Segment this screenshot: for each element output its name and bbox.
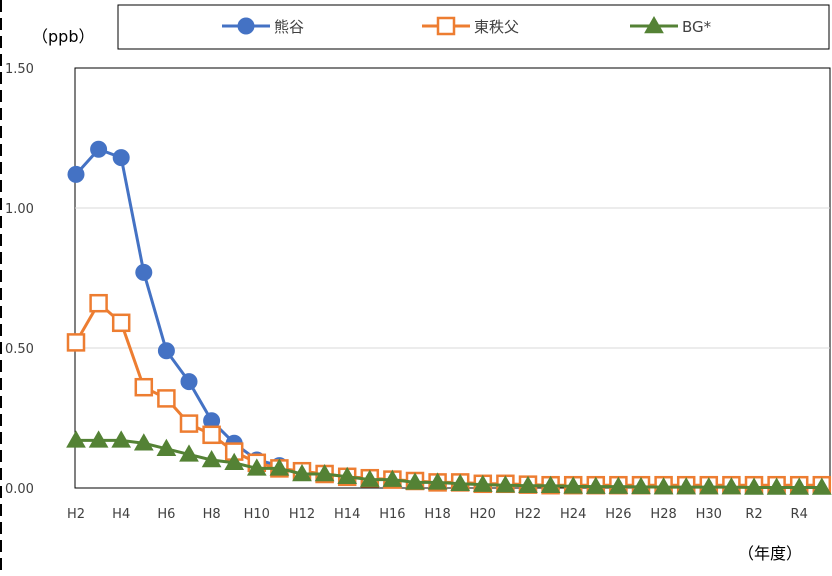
series-line: [76, 438, 822, 489]
data-point: [766, 477, 787, 495]
data-point: [67, 165, 85, 183]
x-tick-label: H2: [67, 507, 85, 522]
data-point: [495, 475, 516, 493]
series-line: [74, 147, 280, 468]
x-unit-label: （年度）: [738, 544, 802, 563]
data-point: [563, 476, 584, 494]
data-point: [585, 476, 606, 494]
data-point: [721, 477, 742, 495]
data-point: [179, 414, 199, 433]
y-tick-label: 1.50: [5, 62, 34, 77]
data-point: [133, 433, 154, 451]
series-layer: [66, 140, 832, 495]
data-point: [157, 389, 176, 408]
x-tick-label: H10: [244, 507, 270, 522]
x-tick-label: H6: [157, 507, 175, 522]
y-axis-ticks: 0.00 0.50 1.00 1.50: [5, 62, 34, 497]
series-1: [66, 293, 832, 495]
x-tick-label: H18: [424, 507, 450, 522]
x-tick-label: H26: [605, 507, 631, 522]
data-point: [676, 477, 697, 495]
data-point: [66, 430, 86, 448]
data-point: [631, 476, 651, 495]
x-axis-ticks: H2 H4 H6 H8 H10 H12 H14 H16 H18 H20 H22 H24 H26 H28 H3…: [67, 507, 808, 522]
data-point: [450, 473, 471, 492]
legend: 熊谷 東秩父 BG*: [222, 15, 712, 36]
data-point: [405, 472, 425, 490]
data-point: [201, 449, 222, 468]
x-tick-label: H30: [696, 507, 722, 522]
y-tick-label: 0.50: [5, 342, 34, 357]
x-tick-label: H4: [112, 507, 130, 522]
x-tick-label: H28: [650, 507, 676, 522]
x-tick-label: R4: [791, 507, 808, 522]
x-tick-label: H16: [379, 507, 405, 522]
gridlines: [75, 207, 830, 349]
data-point: [66, 333, 86, 352]
data-point: [156, 438, 177, 457]
data-point: [111, 430, 132, 448]
data-point: [653, 477, 674, 495]
legend-item: 東秩父: [422, 16, 519, 36]
data-point: [359, 469, 380, 487]
data-point: [427, 472, 448, 490]
legend-item: BG*: [630, 15, 712, 36]
x-tick-label: H14: [334, 507, 360, 522]
x-tick-label: H12: [289, 507, 315, 522]
data-point: [472, 474, 493, 492]
y-unit-label: （ppb）: [32, 27, 94, 46]
data-point: [180, 373, 198, 391]
data-point: [246, 458, 267, 476]
data-point: [382, 469, 403, 487]
data-point: [269, 458, 290, 476]
legend-marker: [436, 16, 456, 36]
data-point: [744, 477, 764, 495]
data-point: [88, 430, 109, 448]
legend-label: 東秩父: [474, 18, 519, 36]
series-2: [66, 430, 832, 495]
y-tick-label: 0.00: [5, 482, 34, 497]
data-point: [540, 475, 561, 494]
data-point: [111, 313, 131, 333]
data-point: [698, 477, 719, 495]
data-point: [292, 463, 312, 482]
data-point: [337, 466, 358, 485]
x-tick-label: H22: [515, 507, 541, 522]
data-point: [518, 475, 538, 494]
data-point: [157, 342, 175, 360]
data-point: [224, 452, 245, 471]
x-tick-label: H20: [470, 507, 496, 522]
x-tick-label: H8: [203, 507, 221, 522]
data-point: [89, 293, 108, 313]
x-tick-label: H24: [560, 507, 586, 522]
legend-label: BG*: [682, 18, 712, 36]
data-point: [789, 477, 810, 495]
data-point: [608, 476, 629, 494]
data-point: [811, 477, 832, 495]
legend-marker: [237, 17, 255, 35]
data-point: [202, 425, 221, 445]
x-tick-label: R2: [745, 507, 762, 522]
data-point: [314, 463, 335, 482]
legend-item: 熊谷: [222, 17, 304, 36]
data-point: [112, 149, 130, 167]
data-point: [134, 377, 154, 397]
legend-label: 熊谷: [274, 18, 304, 36]
legend-marker: [644, 15, 664, 34]
data-point: [179, 444, 199, 462]
data-point: [135, 263, 153, 281]
data-point: [90, 140, 108, 158]
y-tick-label: 1.00: [5, 202, 34, 217]
